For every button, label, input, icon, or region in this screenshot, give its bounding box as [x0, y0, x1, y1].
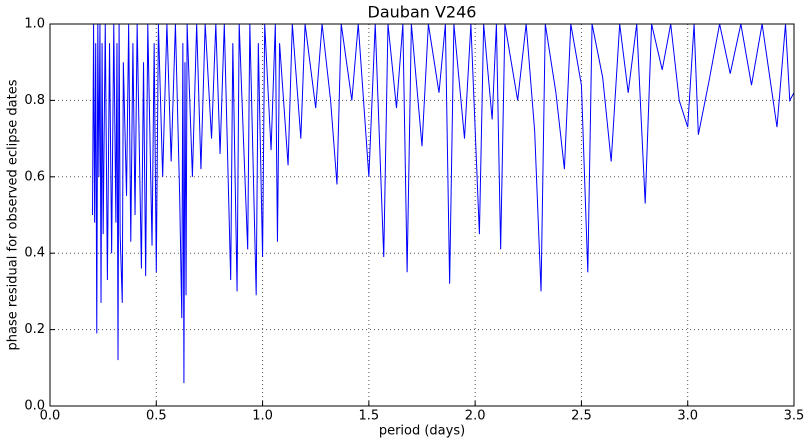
x-tick-label: 2.5: [571, 409, 592, 424]
y-axis-label: phase residual for observed eclipse date…: [6, 79, 21, 350]
y-tick-label: 1.0: [24, 17, 45, 32]
x-tick-label: 2.0: [465, 409, 486, 424]
y-tick-label: 0.8: [24, 93, 45, 108]
data-line: [92, 23, 795, 384]
x-tick-label: 0.5: [146, 409, 167, 424]
y-tick-label: 0.2: [24, 322, 45, 337]
plot-frame: [49, 23, 795, 407]
chart-title: Dauban V246: [368, 3, 477, 22]
x-tick-label: 3.0: [677, 409, 698, 424]
x-tick-label: 0.0: [40, 409, 61, 424]
y-tick-label: 0.6: [24, 169, 45, 184]
x-tick-label: 1.0: [252, 409, 273, 424]
y-tick-label: 0.0: [24, 399, 45, 414]
x-axis-label: period (days): [379, 424, 465, 439]
x-tick-label: 1.5: [359, 409, 380, 424]
y-tick-label: 0.4: [24, 246, 45, 261]
x-tick-label: 3.5: [784, 409, 805, 424]
